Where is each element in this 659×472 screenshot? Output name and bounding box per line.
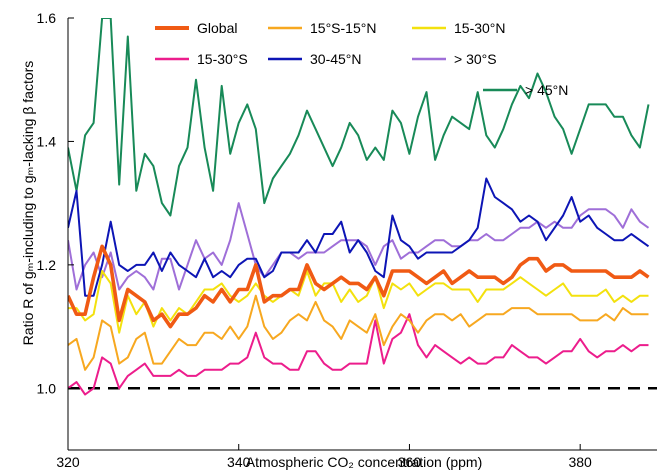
legend-item: Global bbox=[155, 20, 237, 36]
legend-item: > 30°S bbox=[412, 51, 497, 67]
y-tick-label: 1.4 bbox=[37, 133, 57, 149]
plot-area bbox=[68, 18, 657, 396]
legend-item: 15°S-15°N bbox=[268, 20, 376, 36]
legend-item: 30-45°N bbox=[268, 51, 362, 67]
legend: Global 15°S-15°N 15-30°N 15-30°S 30-45°N > 30… bbox=[155, 20, 568, 98]
legend-label: 15-30°S bbox=[197, 51, 248, 67]
series-line-0 bbox=[68, 244, 650, 329]
series-line-4 bbox=[68, 177, 650, 297]
legend-label: 15-30°N bbox=[454, 20, 506, 36]
x-tick-label: 360 bbox=[398, 454, 422, 470]
series-line-5 bbox=[68, 202, 650, 291]
y-tick-label: 1.6 bbox=[37, 10, 57, 26]
legend-label: 15°S-15°N bbox=[310, 20, 376, 36]
legend-item: 15-30°N bbox=[412, 20, 506, 36]
legend-item: 15-30°S bbox=[155, 51, 248, 67]
y-axis-title: Ratio R of gₘ-including to gₘ-lacking β … bbox=[20, 61, 36, 346]
series-line-3 bbox=[68, 313, 649, 396]
legend-label: Global bbox=[197, 20, 237, 36]
x-tick-label: 340 bbox=[227, 454, 251, 470]
legend-item: > 45°N bbox=[483, 82, 568, 98]
x-tick-label: 320 bbox=[56, 454, 80, 470]
legend-label: 30-45°N bbox=[310, 51, 362, 67]
legend-label: > 45°N bbox=[525, 82, 568, 98]
y-tick-label: 1.0 bbox=[37, 380, 57, 396]
x-axis-title: Atmospheric CO₂ concentration (ppm) bbox=[246, 454, 483, 470]
legend-label: > 30°S bbox=[454, 51, 497, 67]
series-line-2 bbox=[68, 270, 649, 334]
y-tick-label: 1.2 bbox=[37, 257, 57, 273]
series-line-6 bbox=[68, 18, 650, 217]
axes: 320 340 360 380 1.0 1.2 1.4 1.6 bbox=[37, 10, 657, 470]
series-line-1 bbox=[68, 294, 649, 371]
x-tick-label: 380 bbox=[568, 454, 592, 470]
